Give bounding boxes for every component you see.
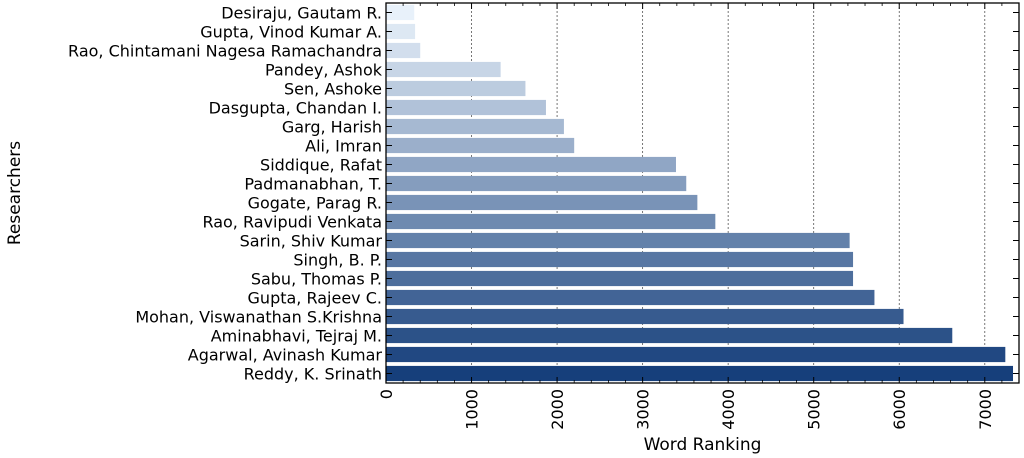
y-tick-label: Rao, Ravipudi Venkata	[202, 213, 382, 232]
y-tick-label: Mohan, Viswanathan S.Krishna	[135, 308, 382, 327]
plot-frame	[385, 2, 1020, 384]
bar	[386, 308, 904, 325]
y-ticks: Desiraju, Gautam R.Gupta, Vinod Kumar A.…	[68, 4, 1019, 384]
y-tick-label: Sen, Ashoke	[284, 80, 382, 99]
bar	[386, 270, 854, 287]
y-tick-label: Garg, Harish	[282, 118, 382, 137]
y-tick-label: Agarwal, Avinash Kumar	[188, 346, 383, 365]
bar	[386, 251, 854, 268]
y-tick-label: Rao, Chintamani Nagesa Ramachandra	[68, 42, 382, 61]
y-tick-label: Desiraju, Gautam R.	[221, 4, 382, 23]
bar	[386, 346, 1006, 363]
y-tick-label: Gogate, Parag R.	[248, 194, 382, 213]
y-tick-label: Singh, B. P.	[293, 251, 382, 270]
bar	[386, 61, 501, 78]
bar	[386, 99, 546, 116]
x-tick-label: 7000	[976, 389, 995, 430]
y-tick-label: Reddy, K. Srinath	[244, 365, 382, 384]
y-tick-label: Pandey, Ashok	[265, 61, 383, 80]
bar	[386, 80, 526, 97]
bar	[386, 118, 564, 135]
bar	[386, 232, 850, 249]
x-tick-label: 6000	[890, 389, 909, 430]
x-ticks: 0 1000 2000 3000 4000 5000 6000 7000	[377, 3, 1003, 430]
x-tick-label: 2000	[548, 389, 567, 430]
x-tick-label: 1000	[463, 389, 482, 430]
bar	[386, 23, 416, 40]
y-tick-label: Gupta, Rajeev C.	[248, 289, 382, 308]
bar	[386, 213, 716, 230]
y-tick-label: Ali, Imran	[305, 137, 382, 156]
bars-group	[386, 4, 1014, 382]
x-tick-label: 4000	[719, 389, 738, 430]
bar	[386, 137, 575, 154]
y-tick-label: Aminabhavi, Tejraj M.	[211, 327, 382, 346]
y-axis-title: Researchers	[5, 141, 25, 245]
bar	[386, 194, 698, 211]
bar	[386, 365, 1014, 382]
y-tick-label: Gupta, Vinod Kumar A.	[200, 23, 382, 42]
y-tick-label: Padmanabhan, T.	[244, 175, 382, 194]
bar	[386, 289, 875, 306]
x-tick-label: 0	[377, 389, 396, 399]
bar	[386, 175, 687, 192]
y-tick-label: Sarin, Shiv Kumar	[240, 232, 383, 251]
bar	[386, 42, 421, 59]
bar	[386, 327, 953, 344]
y-tick-label: Dasgupta, Chandan I.	[209, 99, 382, 118]
y-tick-label: Sabu, Thomas P.	[251, 270, 382, 289]
bar	[386, 156, 676, 173]
x-tick-label: 3000	[634, 389, 653, 430]
bar	[386, 4, 415, 21]
x-axis-title: Word Ranking	[644, 435, 762, 455]
y-tick-label: Siddique, Rafat	[260, 156, 382, 175]
x-tick-label: 5000	[805, 389, 824, 430]
